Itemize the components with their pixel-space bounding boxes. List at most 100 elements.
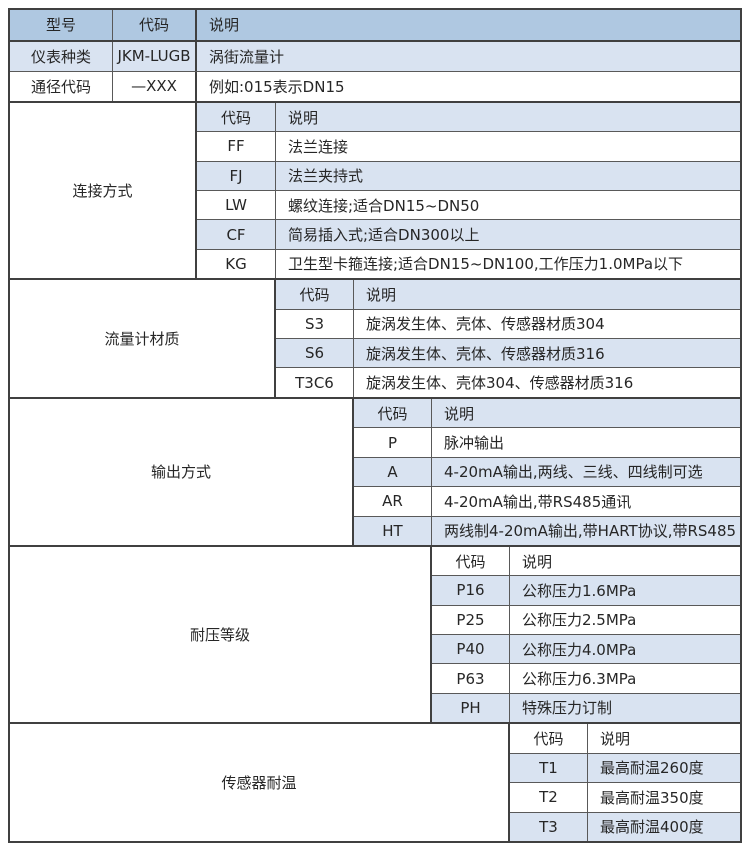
row-desc: 4-20mA输出,带RS485通讯 bbox=[444, 492, 632, 511]
table-row: 通径代码 —XXX 例如:015表示DN15 bbox=[10, 70, 740, 101]
sub-table-header-row: 代码 说明 bbox=[197, 102, 740, 132]
row-code: LW bbox=[197, 190, 276, 220]
row-code: P16 bbox=[432, 576, 510, 605]
section-sub-table: 代码 说明 S3 旋涡发生体、壳体、传感器材质304 S6 旋涡发生体、壳体、传… bbox=[276, 280, 740, 397]
section-label: 传感器耐温 bbox=[10, 724, 510, 841]
row-desc: 公称压力4.0MPa bbox=[522, 640, 637, 659]
row-desc: 卫生型卡箍连接;适合DN15~DN100,工作压力1.0MPa以下 bbox=[288, 255, 684, 274]
row-desc: 旋涡发生体、壳体、传感器材质304 bbox=[366, 315, 605, 334]
row-desc: 说明 bbox=[522, 552, 553, 571]
row-desc: 最高耐温260度 bbox=[600, 759, 704, 778]
section: 耐压等级 代码 说明 P16 公称压力1.6MPa P25 公称压力2.5MPa… bbox=[10, 544, 740, 723]
row-code: P bbox=[354, 428, 432, 457]
table-row: A 4-20mA输出,两线、三线、四线制可选 bbox=[354, 456, 740, 487]
table-row: CF 简易插入式;适合DN300以上 bbox=[197, 219, 740, 249]
sub-table-header-row: 代码 说明 bbox=[354, 398, 740, 428]
row-code: JKM-LUGB bbox=[113, 41, 197, 71]
table-row: P16 公称压力1.6MPa bbox=[432, 575, 740, 605]
row-desc: 最高耐温400度 bbox=[600, 818, 704, 837]
row-code: S6 bbox=[276, 338, 354, 368]
section: 输出方式 代码 说明 P 脉冲输出 A 4-20mA输出,两线、三线、四线制可选… bbox=[10, 396, 740, 545]
row-desc: 旋涡发生体、壳体304、传感器材质316 bbox=[366, 374, 634, 393]
table-row: S6 旋涡发生体、壳体、传感器材质316 bbox=[276, 337, 740, 368]
row-desc: 法兰夹持式 bbox=[288, 167, 364, 186]
table-row: AR 4-20mA输出,带RS485通讯 bbox=[354, 486, 740, 516]
table-row: LW 螺纹连接;适合DN15~DN50 bbox=[197, 189, 740, 220]
row-code: KG bbox=[197, 249, 276, 279]
table-row: KG 卫生型卡箍连接;适合DN15~DN100,工作压力1.0MPa以下 bbox=[197, 248, 740, 279]
row-code: P63 bbox=[432, 664, 510, 693]
row-desc: 说明 bbox=[366, 285, 397, 304]
row-desc: 旋涡发生体、壳体、传感器材质316 bbox=[366, 344, 605, 363]
section: 流量计材质 代码 说明 S3 旋涡发生体、壳体、传感器材质304 S6 旋涡发生… bbox=[10, 278, 740, 397]
row-label: 通径代码 bbox=[10, 71, 113, 101]
row-code: P40 bbox=[432, 635, 510, 664]
table-row: P40 公称压力4.0MPa bbox=[432, 634, 740, 664]
sub-table-header-row: 代码 说明 bbox=[432, 546, 740, 576]
row-code: 代码 bbox=[197, 102, 276, 132]
section-sub-table: 代码 说明 P 脉冲输出 A 4-20mA输出,两线、三线、四线制可选 AR 4… bbox=[354, 398, 740, 545]
table-row: T2 最高耐温350度 bbox=[510, 782, 740, 812]
row-desc: 说明 bbox=[288, 108, 319, 127]
row-desc: 公称压力2.5MPa bbox=[522, 611, 637, 630]
row-desc: 说明 bbox=[600, 729, 631, 748]
row-code: T1 bbox=[510, 753, 588, 783]
table-row: T1 最高耐温260度 bbox=[510, 752, 740, 783]
section-sub-table: 代码 说明 P16 公称压力1.6MPa P25 公称压力2.5MPa P40 … bbox=[432, 546, 740, 723]
row-code: 代码 bbox=[354, 398, 432, 428]
header-description: 说明 bbox=[209, 16, 240, 35]
row-code: S3 bbox=[276, 309, 354, 338]
row-code: PH bbox=[432, 693, 510, 723]
row-desc: 4-20mA输出,两线、三线、四线制可选 bbox=[444, 463, 703, 482]
model-selection-table: 型号 代码 说明 仪表种类 JKM-LUGB 涡街流量计 通径代码 —XXX 例… bbox=[8, 8, 742, 843]
table-row: PH 特殊压力订制 bbox=[432, 692, 740, 723]
row-desc: 简易插入式;适合DN300以上 bbox=[288, 226, 480, 245]
row-desc: 涡街流量计 bbox=[209, 47, 285, 66]
table-row: S3 旋涡发生体、壳体、传感器材质304 bbox=[276, 308, 740, 338]
table-row: P63 公称压力6.3MPa bbox=[432, 663, 740, 693]
section: 传感器耐温 代码 说明 T1 最高耐温260度 T2 最高耐温350度 T3 最… bbox=[10, 722, 740, 841]
row-code: CF bbox=[197, 220, 276, 249]
section-sub-table: 代码 说明 FF 法兰连接 FJ 法兰夹持式 LW 螺纹连接;适合DN15~DN… bbox=[197, 102, 740, 279]
row-code: P25 bbox=[432, 605, 510, 635]
row-code: —XXX bbox=[113, 71, 197, 101]
table-row: FF 法兰连接 bbox=[197, 131, 740, 161]
table-header-row: 型号 代码 说明 bbox=[10, 10, 740, 42]
row-code: FJ bbox=[197, 161, 276, 190]
sub-table-header-row: 代码 说明 bbox=[510, 724, 740, 753]
row-desc: 说明 bbox=[444, 404, 475, 423]
row-desc: 最高耐温350度 bbox=[600, 788, 704, 807]
row-desc: 例如:015表示DN15 bbox=[209, 77, 345, 96]
section-label: 耐压等级 bbox=[10, 546, 432, 723]
table-row: P 脉冲输出 bbox=[354, 427, 740, 457]
row-desc: 特殊压力订制 bbox=[522, 699, 613, 718]
table-row: FJ 法兰夹持式 bbox=[197, 160, 740, 190]
table-row: T3C6 旋涡发生体、壳体304、传感器材质316 bbox=[276, 367, 740, 397]
section: 连接方式 代码 说明 FF 法兰连接 FJ 法兰夹持式 LW 螺纹连接;适合DN… bbox=[10, 100, 740, 279]
row-code: AR bbox=[354, 487, 432, 516]
section-label: 连接方式 bbox=[10, 102, 197, 279]
row-desc: 公称压力1.6MPa bbox=[522, 581, 637, 600]
row-desc: 螺纹连接;适合DN15~DN50 bbox=[288, 196, 480, 215]
row-code: 代码 bbox=[276, 280, 354, 309]
row-desc: 公称压力6.3MPa bbox=[522, 670, 637, 689]
row-code: A bbox=[354, 457, 432, 487]
row-desc: 脉冲输出 bbox=[444, 434, 505, 452]
section-sub-table: 代码 说明 T1 最高耐温260度 T2 最高耐温350度 T3 最高耐温400… bbox=[510, 724, 740, 841]
table-row: HT 两线制4-20mA输出,带HART协议,带RS485 bbox=[354, 515, 740, 545]
table-row: P25 公称压力2.5MPa bbox=[432, 604, 740, 635]
row-desc: 法兰连接 bbox=[288, 137, 349, 156]
section-label: 流量计材质 bbox=[10, 280, 276, 397]
table-row: T3 最高耐温400度 bbox=[510, 811, 740, 841]
header-model: 型号 bbox=[10, 10, 113, 40]
row-desc: 两线制4-20mA输出,带HART协议,带RS485 bbox=[444, 522, 737, 541]
row-code: 代码 bbox=[510, 724, 588, 753]
row-label: 仪表种类 bbox=[10, 41, 113, 71]
header-code: 代码 bbox=[113, 10, 197, 40]
row-code: T2 bbox=[510, 783, 588, 812]
row-code: 代码 bbox=[432, 546, 510, 576]
row-code: T3 bbox=[510, 812, 588, 841]
row-code: HT bbox=[354, 516, 432, 545]
section-label: 输出方式 bbox=[10, 398, 354, 545]
table-row: 仪表种类 JKM-LUGB 涡街流量计 bbox=[10, 41, 740, 71]
